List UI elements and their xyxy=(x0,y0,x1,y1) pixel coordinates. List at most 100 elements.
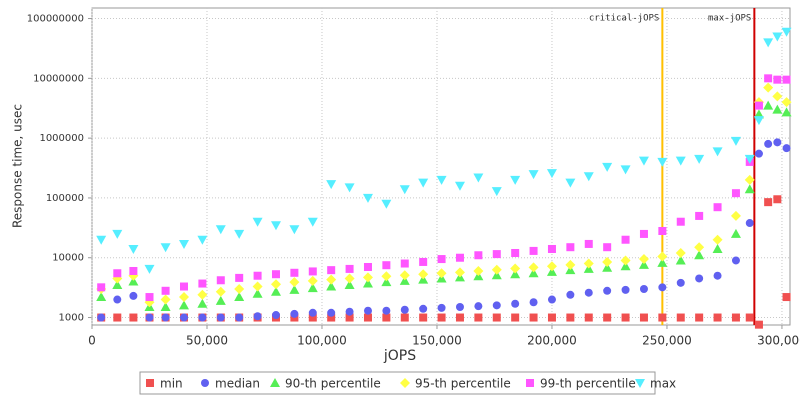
data-point xyxy=(382,261,391,270)
data-point xyxy=(473,173,484,183)
data-point xyxy=(289,277,300,288)
data-point xyxy=(363,306,372,315)
data-point xyxy=(253,271,262,280)
data-point xyxy=(308,308,317,317)
x-tick-label: 150,000 xyxy=(412,334,462,348)
data-point xyxy=(772,91,783,102)
data-point xyxy=(160,294,171,305)
data-point xyxy=(694,250,705,260)
data-point xyxy=(144,264,155,274)
data-point xyxy=(602,162,613,172)
data-point xyxy=(620,261,631,271)
data-point xyxy=(160,301,171,311)
data-point xyxy=(96,292,107,302)
data-point xyxy=(474,251,483,260)
data-point xyxy=(547,244,556,253)
data-point xyxy=(676,278,685,287)
x-tick-label: 50,000 xyxy=(186,334,228,348)
data-point xyxy=(307,275,318,286)
data-point xyxy=(381,277,392,287)
data-point xyxy=(566,243,575,252)
data-point xyxy=(344,183,355,193)
x-tick-label: 300,000 xyxy=(757,334,800,348)
data-point xyxy=(744,184,755,194)
data-point xyxy=(128,244,139,254)
data-point xyxy=(399,275,410,285)
data-point xyxy=(676,313,685,322)
data-point xyxy=(763,82,774,93)
data-point xyxy=(546,169,557,179)
data-point xyxy=(113,313,122,322)
data-point xyxy=(603,313,612,322)
data-point xyxy=(713,313,722,322)
legend-label: min xyxy=(160,377,183,391)
data-point xyxy=(754,101,763,110)
data-point xyxy=(400,305,409,314)
data-point xyxy=(381,199,392,209)
data-point xyxy=(638,259,649,269)
data-point xyxy=(639,284,648,293)
data-point xyxy=(437,303,446,312)
data-point xyxy=(772,32,783,42)
data-point xyxy=(753,109,764,119)
data-point xyxy=(382,313,391,322)
data-point xyxy=(754,320,763,329)
data-point xyxy=(621,285,630,294)
data-point xyxy=(252,288,263,298)
x-axis-label: jOPS xyxy=(383,348,416,364)
data-point xyxy=(327,313,336,322)
data-point xyxy=(773,75,782,84)
data-point xyxy=(712,243,723,253)
data-point xyxy=(363,262,372,271)
data-point xyxy=(547,295,556,304)
data-point xyxy=(584,288,593,297)
data-point xyxy=(583,172,594,182)
data-point xyxy=(528,170,539,180)
data-point xyxy=(731,189,740,198)
y-tick-label: 10000000 xyxy=(33,73,84,84)
data-point xyxy=(602,262,613,272)
data-point xyxy=(547,313,556,322)
data-point xyxy=(583,258,594,269)
data-point xyxy=(620,255,631,266)
data-point xyxy=(113,269,122,278)
data-point xyxy=(400,313,409,322)
data-point xyxy=(145,293,154,302)
data-point xyxy=(546,266,557,276)
data-point xyxy=(638,254,649,265)
data-point xyxy=(764,139,773,148)
data-point xyxy=(437,255,446,264)
data-point xyxy=(565,178,576,188)
legend-swatch xyxy=(201,379,209,387)
data-point xyxy=(584,239,593,248)
data-point xyxy=(676,217,685,226)
legend-label: max xyxy=(650,377,676,391)
data-point xyxy=(216,276,225,285)
data-point xyxy=(234,229,245,239)
data-point xyxy=(178,292,189,303)
data-point xyxy=(129,313,138,322)
data-point xyxy=(179,313,188,322)
data-point xyxy=(97,283,106,292)
data-point xyxy=(308,267,317,276)
data-point xyxy=(620,165,631,175)
data-point xyxy=(198,313,207,322)
data-point xyxy=(215,295,226,305)
x-tick-label: 200,000 xyxy=(527,334,577,348)
data-point xyxy=(695,313,704,322)
data-point xyxy=(145,313,154,322)
data-point xyxy=(602,256,613,267)
data-point xyxy=(252,281,263,292)
data-point xyxy=(345,307,354,316)
data-point xyxy=(744,174,755,185)
data-point xyxy=(418,269,429,280)
data-point xyxy=(713,271,722,280)
data-point xyxy=(129,266,138,275)
y-axis-label: Response time, usec xyxy=(11,104,25,228)
data-point xyxy=(271,270,280,279)
data-point xyxy=(621,235,630,244)
legend-swatch xyxy=(526,379,534,387)
data-point xyxy=(113,295,122,304)
data-point xyxy=(638,156,649,166)
x-tick-label: 0 xyxy=(88,334,96,348)
